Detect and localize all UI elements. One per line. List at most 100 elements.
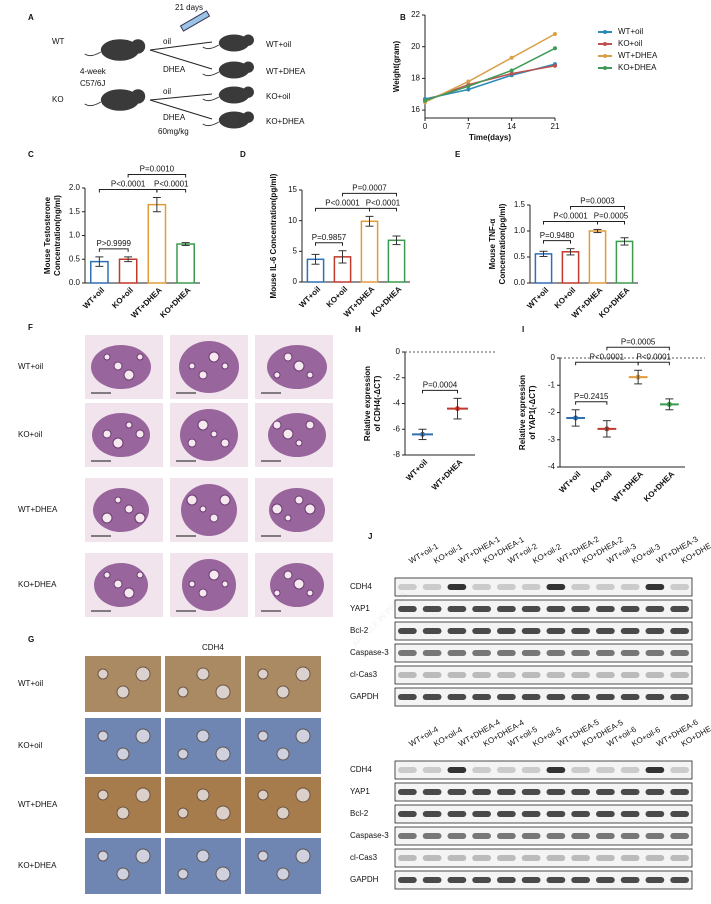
mouse-icon (242, 61, 254, 73)
panel-label: E (455, 150, 461, 159)
follicle (123, 369, 135, 381)
blot-band (497, 877, 516, 883)
blot-band (620, 606, 640, 612)
blot-band (447, 606, 467, 612)
follicle (221, 362, 229, 370)
follicle (114, 496, 122, 504)
p-value: P<0.0001 (590, 352, 625, 361)
bar (147, 203, 167, 284)
x-tick-label: WT+oil (81, 286, 106, 311)
point (509, 68, 514, 73)
blot-band (596, 767, 615, 773)
follicle (198, 370, 208, 380)
blot-band (422, 833, 442, 839)
blot-strip (394, 826, 693, 846)
follicle (257, 730, 269, 742)
follicle (196, 788, 210, 802)
follicle (113, 361, 123, 371)
follicle (196, 729, 210, 743)
y-tick-label: 0.0 (514, 278, 526, 287)
follicle (101, 512, 113, 524)
blot-band (422, 767, 442, 773)
label: 21 days (175, 3, 203, 12)
comparison-bracket (597, 220, 625, 225)
panel-label: G (28, 635, 34, 644)
blot-strip (394, 577, 693, 597)
blot-band (670, 833, 689, 839)
comparison-bracket (637, 361, 670, 366)
label: KO (52, 95, 64, 104)
protein-label: YAP1 (350, 604, 370, 613)
blot-band (670, 767, 689, 773)
tissue (92, 413, 150, 457)
follicle (293, 360, 305, 372)
y-tick-label: 18 (411, 73, 420, 82)
legend-swatch (603, 30, 607, 34)
blot-band (571, 672, 590, 678)
arrow (149, 99, 213, 120)
follicle (257, 668, 269, 680)
follicle (103, 353, 111, 361)
blot-band (447, 877, 467, 883)
follicle (177, 807, 189, 819)
p-value: P<0.0001 (325, 198, 360, 207)
tissue (268, 413, 326, 457)
y-axis-label: of YAP1(-ΔCT) (528, 385, 537, 440)
blot-band (398, 789, 417, 795)
label: KO+oil (266, 92, 290, 101)
blot-band (645, 789, 665, 795)
blot-band (546, 877, 566, 883)
y-tick-label: 1.0 (69, 231, 81, 240)
panel-label: I (522, 325, 524, 334)
blot-band (398, 672, 417, 678)
blot-band (447, 650, 467, 656)
x-tick-label: WT+DHEA (611, 469, 646, 504)
blot-band (472, 767, 491, 773)
y-axis-label: Relative expression (518, 375, 527, 450)
blot-band (571, 877, 590, 883)
blot-band (596, 606, 615, 612)
follicle (97, 730, 109, 742)
blot-band (472, 694, 491, 700)
blot-band (620, 767, 640, 773)
comparison-bracket (543, 220, 598, 225)
follicle (136, 571, 144, 579)
follicle (103, 571, 111, 579)
follicle (283, 352, 293, 362)
x-tick-label: 21 (551, 122, 560, 131)
blot-band (422, 672, 442, 678)
follicle (293, 578, 305, 590)
blot-band (497, 672, 516, 678)
panel-label: F (28, 323, 33, 332)
blot-band (546, 789, 566, 795)
follicle (116, 685, 130, 699)
blot-band (596, 650, 615, 656)
blot-band (497, 584, 516, 590)
y-axis-label: Relative expression (363, 366, 372, 441)
blot-band (620, 694, 640, 700)
protein-label: CDH4 (350, 582, 372, 591)
blot-band (472, 628, 491, 634)
protein-label: Bcl-2 (350, 626, 369, 635)
point (553, 46, 557, 51)
y-axis-label: Mouse TNF-α (488, 219, 497, 270)
label: 4-week (80, 67, 107, 76)
blot-band (521, 694, 541, 700)
blot-band (521, 877, 541, 883)
arrow (149, 93, 213, 101)
y-tick-label: -2 (548, 408, 556, 417)
blot-band (398, 650, 417, 656)
panel-title: CDH4 (202, 643, 224, 652)
point (553, 32, 557, 37)
arrow (149, 49, 213, 70)
mouse-icon (100, 89, 140, 111)
blot-band (670, 584, 689, 590)
blot-band (571, 855, 590, 861)
blot-band (447, 811, 467, 817)
x-tick-label: 14 (507, 122, 516, 131)
row-label: KO+DHEA (18, 861, 57, 870)
comparison-bracket (575, 401, 608, 405)
blot-band (546, 672, 566, 678)
point (466, 84, 471, 89)
ihc-image (85, 777, 161, 833)
